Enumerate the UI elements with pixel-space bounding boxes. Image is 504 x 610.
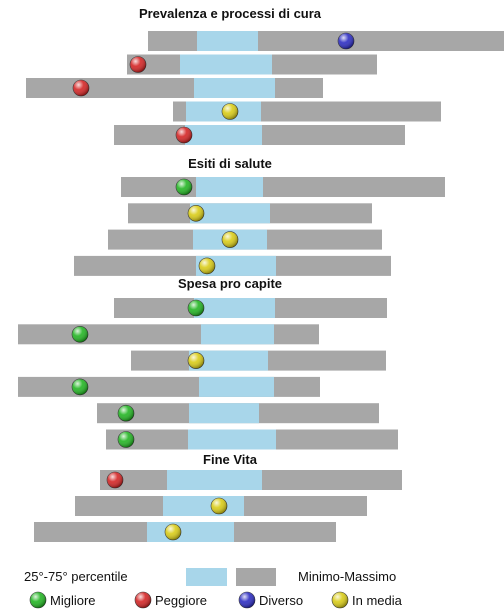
- value-dot-migliore: [175, 178, 193, 196]
- legend-range-swatch: [236, 568, 276, 586]
- section-3: Spesa pro capite: [18, 276, 398, 450]
- value-dot-in-media: [164, 523, 182, 541]
- indicator-row: [127, 54, 377, 75]
- legend-item-label: In media: [352, 593, 403, 608]
- percentile-bar: [196, 177, 263, 197]
- indicator-row: [121, 177, 445, 197]
- legend-dot-migliore: [29, 591, 47, 609]
- indicator-row: [106, 429, 398, 450]
- legend: 25°-75° percentile Minimo-Massimo Migliore…: [24, 568, 403, 609]
- indicator-row: [114, 298, 387, 318]
- indicator-row: [18, 376, 320, 397]
- section-2: Esiti di salute: [74, 156, 445, 276]
- indicator-row: [100, 470, 402, 490]
- percentile-bar: [167, 470, 262, 490]
- percentile-bar: [197, 31, 258, 51]
- legend-dot-in-media: [331, 591, 349, 609]
- percentile-bar: [194, 78, 275, 98]
- percentile-bar: [188, 429, 276, 450]
- value-dot-migliore: [117, 404, 135, 422]
- percentile-bar: [196, 255, 276, 276]
- legend-item-label: Diverso: [259, 593, 303, 608]
- indicator-row: [148, 31, 504, 51]
- min-max-bar: [18, 376, 320, 397]
- section-4: Fine Vita: [34, 452, 402, 542]
- indicator-row: [114, 125, 405, 145]
- value-dot-peggiore: [106, 471, 124, 489]
- indicator-row: [26, 78, 323, 98]
- value-dot-in-media: [221, 103, 239, 120]
- percentile-bar: [189, 403, 259, 424]
- min-max-bar: [121, 177, 445, 197]
- legend-range-label: Minimo-Massimo: [298, 569, 396, 584]
- legend-item-label: Peggiore: [155, 593, 207, 608]
- value-dot-in-media: [187, 352, 205, 369]
- section-title: Fine Vita: [203, 452, 258, 467]
- legend-item: Peggiore: [134, 591, 207, 609]
- value-dot-in-media: [198, 257, 216, 275]
- value-dot-peggiore: [72, 79, 90, 97]
- indicator-row: [173, 101, 441, 122]
- value-dot-in-media: [187, 205, 205, 222]
- indicator-row: [97, 403, 379, 424]
- plot-area: Prevalenza e processi di cura Esiti di sa…: [18, 6, 504, 542]
- indicator-row: [74, 255, 391, 276]
- percentile-bar: [147, 522, 234, 542]
- value-dot-migliore: [71, 378, 89, 396]
- indicator-row: [131, 350, 386, 371]
- legend-item: In media: [331, 591, 403, 609]
- section-title: Esiti di salute: [188, 156, 272, 171]
- value-dot-diverso: [337, 32, 355, 50]
- legend-item-label: Migliore: [50, 593, 96, 608]
- legend-dot-peggiore: [134, 591, 152, 609]
- percentile-bar: [194, 298, 275, 318]
- value-dot-migliore: [117, 431, 135, 448]
- value-dot-migliore: [187, 299, 205, 317]
- indicator-row: [18, 324, 319, 345]
- min-max-bar: [26, 78, 323, 98]
- legend-dot-diverso: [238, 591, 256, 609]
- indicator-row: [108, 229, 382, 250]
- percentile-bar: [190, 203, 270, 224]
- legend-percentile-label: 25°-75° percentile: [24, 569, 128, 584]
- legend-item: Diverso: [238, 591, 303, 609]
- value-dot-in-media: [210, 497, 228, 515]
- indicator-row: [75, 496, 367, 516]
- percentile-bar: [199, 376, 274, 397]
- legend-percentile-swatch: [186, 568, 227, 586]
- section-title: Prevalenza e processi di cura: [139, 6, 322, 21]
- value-dot-peggiore: [175, 126, 193, 144]
- percentile-bar: [185, 125, 262, 145]
- percentile-bar: [180, 54, 272, 75]
- section-title: Spesa pro capite: [178, 276, 282, 291]
- value-dot-migliore: [71, 325, 89, 343]
- percentile-bar: [163, 496, 244, 516]
- value-dot-peggiore: [129, 56, 147, 73]
- legend-item: Migliore: [29, 591, 96, 609]
- indicator-row: [128, 203, 372, 224]
- section-1: Prevalenza e processi di cura: [26, 6, 504, 145]
- percentile-bar: [189, 350, 268, 371]
- value-dot-in-media: [221, 231, 239, 248]
- percentile-bar: [201, 324, 274, 345]
- indicator-row: [34, 522, 336, 542]
